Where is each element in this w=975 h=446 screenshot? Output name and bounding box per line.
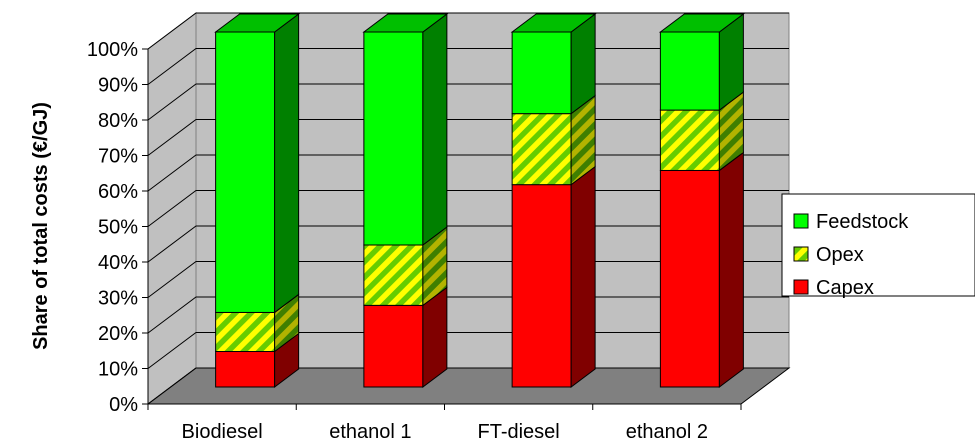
y-axis-label: Share of total costs (€/GJ) xyxy=(30,102,52,350)
x-tick-label: ethanol 2 xyxy=(626,421,708,443)
bar-segment-feedstock xyxy=(362,13,449,246)
bar-segment-opex xyxy=(215,293,300,353)
y-tick-label: 20% xyxy=(98,323,138,345)
bar-front xyxy=(659,109,720,171)
bars xyxy=(214,13,745,388)
x-tick-label: Biodiesel xyxy=(182,421,263,443)
y-tick-label: 60% xyxy=(98,181,138,203)
legend-swatch-opex xyxy=(793,246,809,262)
bar-top xyxy=(362,13,449,33)
y-tick-label: 90% xyxy=(98,75,138,97)
legend-label-opex: Opex xyxy=(816,244,864,266)
x-tick-label: ethanol 1 xyxy=(329,421,411,443)
bar-segment-feedstock xyxy=(658,13,745,112)
bar-front xyxy=(659,31,720,111)
bar-side xyxy=(570,165,596,388)
legend-swatch-capex xyxy=(793,279,809,295)
bar-front xyxy=(215,31,276,313)
y-tick-label: 100% xyxy=(87,39,138,61)
bar-segment-capex xyxy=(659,151,744,388)
bar-segment-opex xyxy=(363,226,448,307)
legend-swatch-feedstock xyxy=(793,213,809,229)
y-tick-label: 0% xyxy=(109,394,138,416)
bar-front xyxy=(363,244,424,306)
bar-front xyxy=(363,31,424,246)
y-tick-label: 30% xyxy=(98,288,138,310)
bar-front xyxy=(511,184,572,388)
bar-top xyxy=(658,13,745,33)
bar-segment-opex xyxy=(659,91,744,172)
y-tick-label: 70% xyxy=(98,146,138,168)
y-tick-label: 40% xyxy=(98,252,138,274)
bar-segment-capex xyxy=(363,286,448,388)
y-axis: 0% 10% 20% 30% 40% 50% 60% 70% 80% 90% 100% xyxy=(87,39,149,416)
bar-segment-feedstock xyxy=(214,13,301,314)
bar-top xyxy=(214,13,301,33)
bar-front xyxy=(511,113,572,186)
bar-front xyxy=(215,351,276,388)
bar-front xyxy=(659,169,720,388)
bar-segment-feedstock xyxy=(510,13,597,115)
x-axis: Biodiesel ethanol 1 FT-diesel ethanol 2 xyxy=(147,403,742,443)
bar-side xyxy=(422,13,448,246)
bar-side xyxy=(718,151,744,388)
bar-top xyxy=(510,13,597,33)
legend-box xyxy=(781,193,975,297)
legend-label-feedstock: Feedstock xyxy=(816,211,909,233)
legend-label-capex: Capex xyxy=(816,277,874,299)
bar-segment-opex xyxy=(511,94,596,186)
bar-front xyxy=(215,311,276,353)
legend: Feedstock Opex Capex xyxy=(781,193,975,299)
gridline xyxy=(147,12,789,50)
x-tick-label: FT-diesel xyxy=(478,421,560,443)
y-tick-label: 10% xyxy=(98,359,138,381)
bar-side xyxy=(274,13,300,314)
bar-segment-capex xyxy=(511,165,596,388)
bar-front xyxy=(363,304,424,388)
bar-front xyxy=(511,31,572,115)
y-tick-label: 80% xyxy=(98,110,138,132)
y-tick-label: 50% xyxy=(98,217,138,239)
